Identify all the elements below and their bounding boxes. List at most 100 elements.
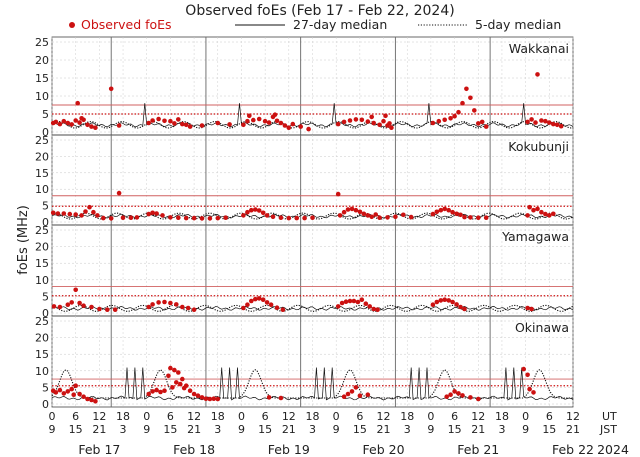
legend-27day-label: 27-day median: [293, 17, 387, 32]
median-5day-line: [51, 121, 574, 129]
observed-point: [385, 215, 390, 220]
observed-point: [434, 209, 440, 215]
observed-point: [262, 118, 268, 124]
x-tick-label-ut: 0: [49, 410, 56, 423]
observed-point: [211, 396, 217, 402]
y-tick-label: 0: [42, 126, 49, 139]
chart-title: Observed foEs (Feb 17 - Feb 22, 2024): [185, 3, 454, 19]
x-tick-label-jst: 9: [143, 423, 150, 436]
legend: Observed foEs 27-day median 5-day median: [69, 17, 561, 32]
observed-point: [191, 391, 197, 397]
observed-point: [95, 213, 100, 218]
observed-point: [91, 209, 96, 215]
observed-point: [476, 215, 481, 220]
observed-point: [438, 298, 444, 303]
y-tick-label: 20: [35, 332, 49, 345]
observed-point: [146, 391, 151, 397]
observed-point: [286, 215, 292, 221]
observed-point: [527, 204, 532, 210]
observed-point: [539, 118, 544, 123]
observed-point: [207, 396, 213, 402]
observed-point: [85, 396, 90, 402]
observed-point: [57, 387, 63, 393]
observed-point: [363, 301, 369, 307]
observed-point: [166, 373, 171, 379]
observed-point: [83, 209, 88, 214]
observed-point: [154, 387, 159, 393]
observed-point: [521, 366, 526, 372]
observed-point: [53, 119, 59, 125]
observed-point: [472, 108, 477, 113]
observed-point: [458, 304, 463, 310]
panel-okinawa: 0 5 10 15 20 25 Okinawa: [35, 315, 574, 411]
observed-point: [558, 123, 564, 129]
observed-point: [120, 215, 126, 220]
observed-point: [446, 207, 452, 213]
observed-point: [345, 207, 351, 212]
observed-point: [61, 118, 67, 124]
observed-point: [442, 297, 448, 303]
observed-point: [73, 383, 78, 389]
observed-point: [430, 120, 436, 126]
observed-point: [353, 117, 359, 122]
median-5day-line: [51, 369, 573, 399]
panel-yamagawa: 0 5 10 15 20 25 Yamagawa: [35, 224, 574, 320]
observed-point: [245, 302, 250, 308]
observed-point: [73, 212, 78, 217]
observed-point: [199, 395, 205, 400]
y-tick-label: 20: [35, 241, 49, 254]
observed-point: [264, 300, 270, 305]
legend-observed-marker: [69, 22, 75, 28]
y-tick-label: 15: [35, 348, 49, 361]
observed-point: [260, 297, 266, 303]
observed-point: [51, 304, 57, 309]
observed-point: [341, 394, 347, 400]
observed-point: [150, 118, 155, 123]
observed-point: [351, 298, 357, 304]
observed-point: [551, 211, 556, 217]
y-tick-label: 15: [35, 72, 49, 85]
observed-point: [387, 121, 392, 126]
median-5day-line: [51, 304, 574, 312]
x-tick-label-ut: 12: [377, 410, 391, 423]
observed-point: [290, 121, 296, 127]
x-tick-label-ut: 6: [262, 410, 269, 423]
observed-point: [178, 381, 183, 387]
observed-point: [128, 215, 134, 220]
observed-point: [446, 298, 452, 303]
x-tick-label-jst: 9: [522, 423, 529, 436]
observed-point: [479, 119, 485, 125]
observed-point: [150, 210, 155, 216]
observed-point: [547, 120, 552, 125]
y-tick-label: 5: [42, 108, 49, 121]
observed-point: [533, 120, 538, 125]
observed-point: [266, 120, 272, 125]
x-tick-label-jst: 21: [377, 423, 391, 436]
y-tick-label: 5: [42, 290, 49, 303]
x-tick-label-jst: 9: [49, 423, 56, 436]
x-tick-label-ut: 0: [522, 410, 529, 423]
observed-point: [529, 306, 534, 312]
observed-point: [174, 302, 179, 307]
day-label: Feb 20: [363, 442, 405, 457]
observed-point: [460, 393, 465, 398]
legend-5day-label: 5-day median: [475, 17, 561, 32]
x-tick-label-ut: 12: [566, 410, 580, 423]
observed-point: [108, 86, 114, 92]
observed-point: [353, 385, 359, 390]
day-label: Feb 17: [78, 442, 120, 457]
observed-point: [183, 122, 189, 128]
x-tick-label-jst: 3: [309, 423, 316, 436]
observed-point: [227, 122, 232, 127]
observed-point: [69, 300, 74, 305]
observed-point: [359, 297, 365, 303]
panel-kokubunji: 0 5 10 15 20 25 Kokubunji: [35, 134, 574, 229]
observed-point: [50, 210, 56, 216]
observed-point: [61, 211, 67, 216]
observed-point: [77, 300, 82, 306]
observed-point: [180, 304, 185, 310]
y-tick-label: 20: [35, 54, 49, 67]
observed-point: [79, 213, 84, 218]
observed-point: [101, 215, 106, 221]
